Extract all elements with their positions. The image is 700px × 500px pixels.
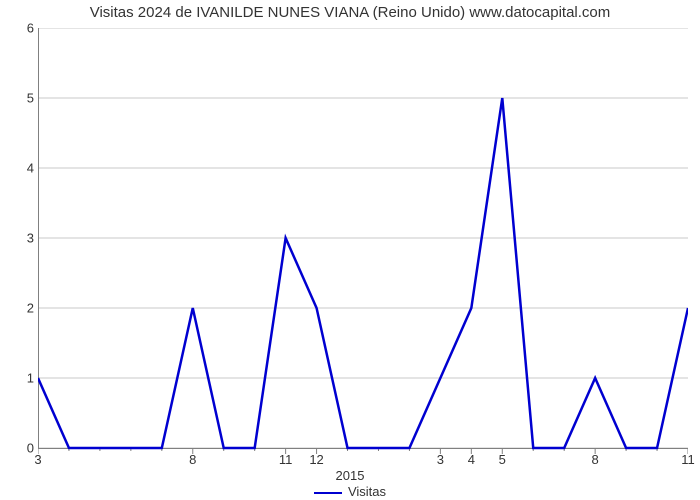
x-tick-label: 8 <box>592 452 599 467</box>
legend-swatch <box>314 492 342 494</box>
x-tick-label: 11 <box>279 452 293 467</box>
y-tick-label: 1 <box>4 371 34 386</box>
x-tick-label: 3 <box>34 452 41 467</box>
legend-label: Visitas <box>348 484 386 499</box>
chart-svg <box>38 28 688 460</box>
y-tick-label: 2 <box>4 301 34 316</box>
plot-area <box>38 28 688 448</box>
y-tick-label: 5 <box>4 91 34 106</box>
x-tick-label: 4 <box>468 452 475 467</box>
x-tick-label: 3 <box>437 452 444 467</box>
x-tick-label: 11 <box>681 452 695 467</box>
x-tick-label: 8 <box>189 452 196 467</box>
x-tick-label: 5 <box>499 452 506 467</box>
legend: Visitas <box>0 484 700 499</box>
y-tick-label: 0 <box>4 441 34 456</box>
y-tick-label: 3 <box>4 231 34 246</box>
x-tick-label: 12 <box>309 452 323 467</box>
chart-title: Visitas 2024 de IVANILDE NUNES VIANA (Re… <box>0 4 700 21</box>
y-tick-label: 6 <box>4 21 34 36</box>
chart-container: { "chart": { "type": "line", "title": "V… <box>0 0 700 500</box>
x-axis-title: 2015 <box>0 468 700 483</box>
y-tick-label: 4 <box>4 161 34 176</box>
